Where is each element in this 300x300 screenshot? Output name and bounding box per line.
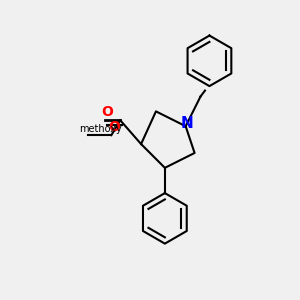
Text: N: N — [181, 116, 194, 131]
Text: O: O — [101, 105, 113, 119]
Text: methoxy: methoxy — [79, 124, 122, 134]
Text: O: O — [108, 120, 120, 134]
